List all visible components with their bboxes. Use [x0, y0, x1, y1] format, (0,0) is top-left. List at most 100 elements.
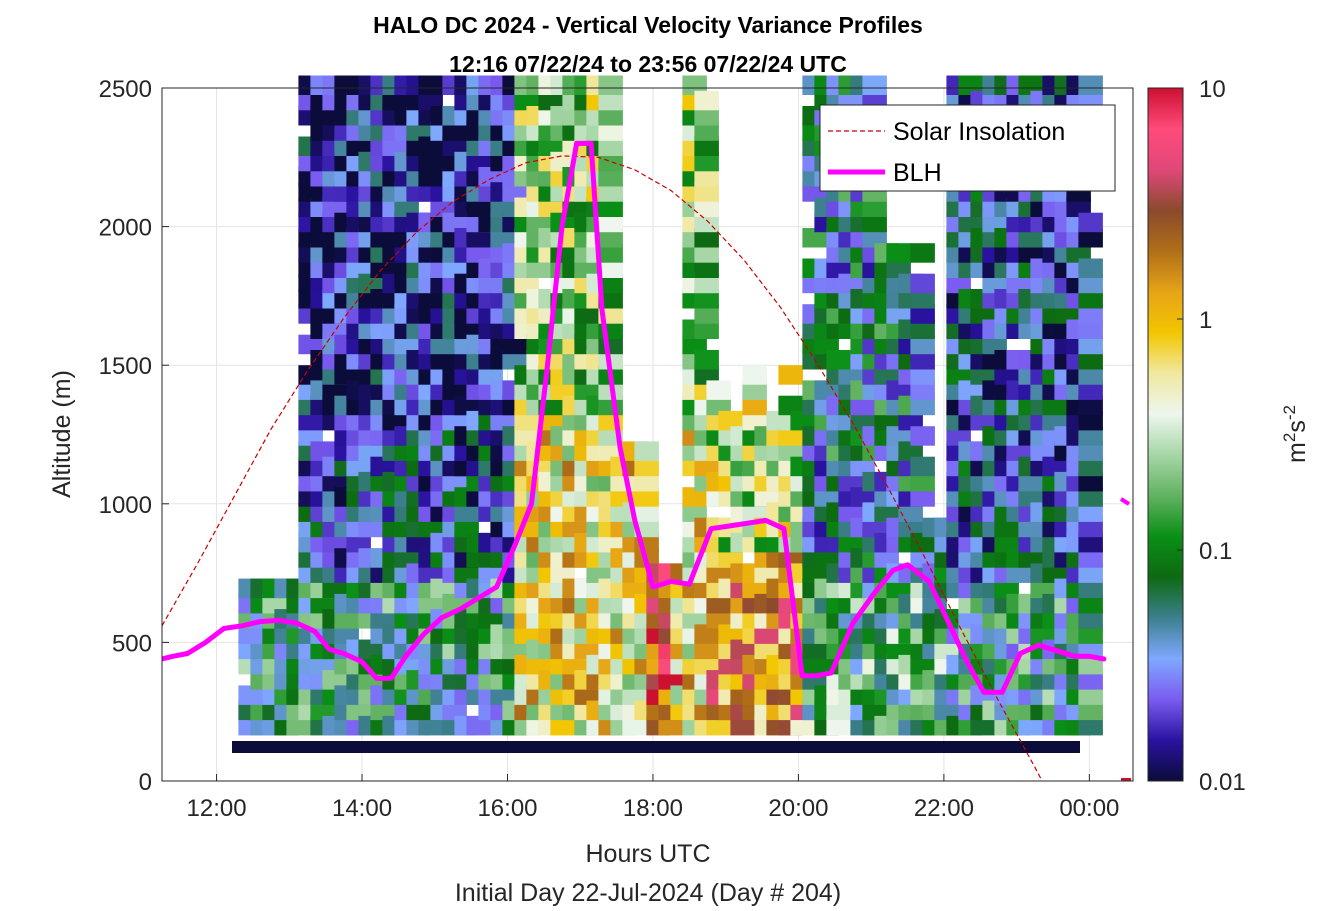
heatmap-cell: [970, 715, 995, 736]
heatmap-cell: [1042, 395, 1067, 416]
heatmap-cell: [706, 609, 731, 629]
heatmap-cell: [814, 380, 839, 400]
heatmap-cell: [838, 471, 863, 492]
heatmap-cell: [910, 365, 935, 385]
heatmap-cell: [1078, 670, 1103, 690]
heatmap-cell: [754, 639, 779, 660]
heatmap-cell: [1018, 715, 1043, 736]
heatmap-cell: [622, 715, 647, 736]
heatmap-cell: [622, 685, 647, 705]
heatmap-cell: [982, 273, 1007, 294]
heatmap-cell: [394, 197, 419, 217]
heatmap-cell: [442, 410, 467, 431]
heatmap-cell: [898, 517, 923, 538]
heatmap-cell: [454, 563, 479, 583]
heatmap-cell: [466, 151, 491, 172]
heatmap-cell: [910, 304, 935, 324]
legend-blh-label: BLH: [893, 159, 942, 187]
heatmap-cell: [694, 151, 719, 172]
heatmap-cell: [322, 471, 347, 492]
near-surface-bin-band: [232, 741, 1080, 753]
heatmap-cell: [706, 380, 731, 400]
heatmap-cell: [694, 304, 719, 324]
heatmap-cell: [886, 243, 911, 263]
heatmap-cell: [886, 426, 911, 446]
colorbar-tick-label: 0.01: [1199, 769, 1246, 796]
heatmap-cell: [910, 243, 935, 263]
heatmap-cell: [910, 334, 935, 355]
heatmap-cell: [1030, 624, 1055, 644]
heatmap-cell: [946, 365, 971, 385]
heatmap-cell: [862, 197, 887, 217]
heatmap-cell: [898, 441, 923, 461]
heatmap-cell: [322, 197, 347, 217]
heatmap-cell: [1078, 441, 1103, 461]
heatmap-cell: [910, 319, 935, 339]
heatmap-cell: [694, 106, 719, 126]
heatmap-cell: [826, 715, 851, 736]
heatmap-cell: [418, 90, 443, 111]
heatmap-cell: [694, 654, 719, 675]
heatmap-cell: [334, 609, 359, 629]
heatmap-cell: [910, 426, 935, 446]
heatmap-cell: [490, 685, 515, 705]
heatmap-cell: [346, 532, 371, 553]
heatmap-cell: [742, 410, 767, 431]
heatmap-cell: [682, 75, 707, 95]
heatmap-cell: [1078, 380, 1103, 400]
heatmap-cell: [694, 273, 719, 294]
heatmap-cell: [958, 75, 983, 95]
heatmap-cell: [862, 228, 887, 248]
heatmap-cell: [934, 700, 959, 721]
heatmap-cell: [310, 654, 335, 675]
heatmap-cell: [1042, 563, 1067, 583]
heatmap-cell: [1018, 228, 1043, 248]
heatmap-cell: [1078, 593, 1103, 614]
heatmap-cell: [742, 380, 767, 400]
heatmap-cell: [802, 639, 827, 660]
heatmap-cell: [1078, 410, 1103, 431]
y-tick-label: 500: [112, 630, 152, 657]
heatmap-cell: [370, 700, 395, 721]
heatmap-cell: [538, 90, 563, 111]
heatmap-cell: [754, 624, 779, 644]
heatmap-cell: [1078, 228, 1103, 248]
heatmap-cell: [694, 243, 719, 263]
heatmap-cell: [1078, 532, 1103, 553]
heatmap-cell: [706, 563, 731, 583]
heatmap-cell: [598, 121, 623, 141]
x-axis: 12:00 14:00 16:00 18:00 20:00 22:00 00:00: [187, 774, 1119, 822]
heatmap-cell: [814, 487, 839, 507]
heatmap-cell: [298, 410, 323, 431]
heatmap-cell: [562, 517, 587, 538]
edge-marker: [1121, 778, 1131, 781]
heatmap-cell: [394, 334, 419, 355]
heatmap-cell: [898, 410, 923, 431]
heatmap-cell: [862, 517, 887, 538]
heatmap-cell: [598, 273, 623, 294]
heatmap-cell: [538, 410, 563, 431]
heatmap-cell: [526, 654, 551, 675]
heatmap-cell: [1078, 548, 1103, 568]
colorbar-gradient: [1148, 88, 1183, 781]
heatmap-cell: [514, 624, 539, 644]
heatmap-cell: [1078, 304, 1103, 324]
heatmap-cell: [1078, 365, 1103, 385]
heatmap-cell: [970, 304, 995, 324]
heatmap-cell: [886, 578, 911, 599]
heatmap-cell: [322, 319, 347, 339]
heatmap-cell: [1018, 487, 1043, 507]
heatmap-cell: [442, 700, 467, 721]
heatmap-cell: [298, 426, 323, 446]
heatmap-cell: [1078, 350, 1103, 370]
heatmap-cell: [886, 380, 911, 400]
heatmap-cell: [802, 228, 827, 248]
x-tick-label: 22:00: [914, 795, 974, 822]
heatmap-cell: [1078, 715, 1103, 736]
heatmap-cell: [1042, 410, 1067, 431]
heatmap-cell: [1078, 578, 1103, 599]
heatmap-cell: [694, 289, 719, 309]
heatmap-cell: [778, 441, 803, 461]
heatmap-cell: [502, 350, 527, 370]
heatmap-cell: [406, 532, 431, 553]
